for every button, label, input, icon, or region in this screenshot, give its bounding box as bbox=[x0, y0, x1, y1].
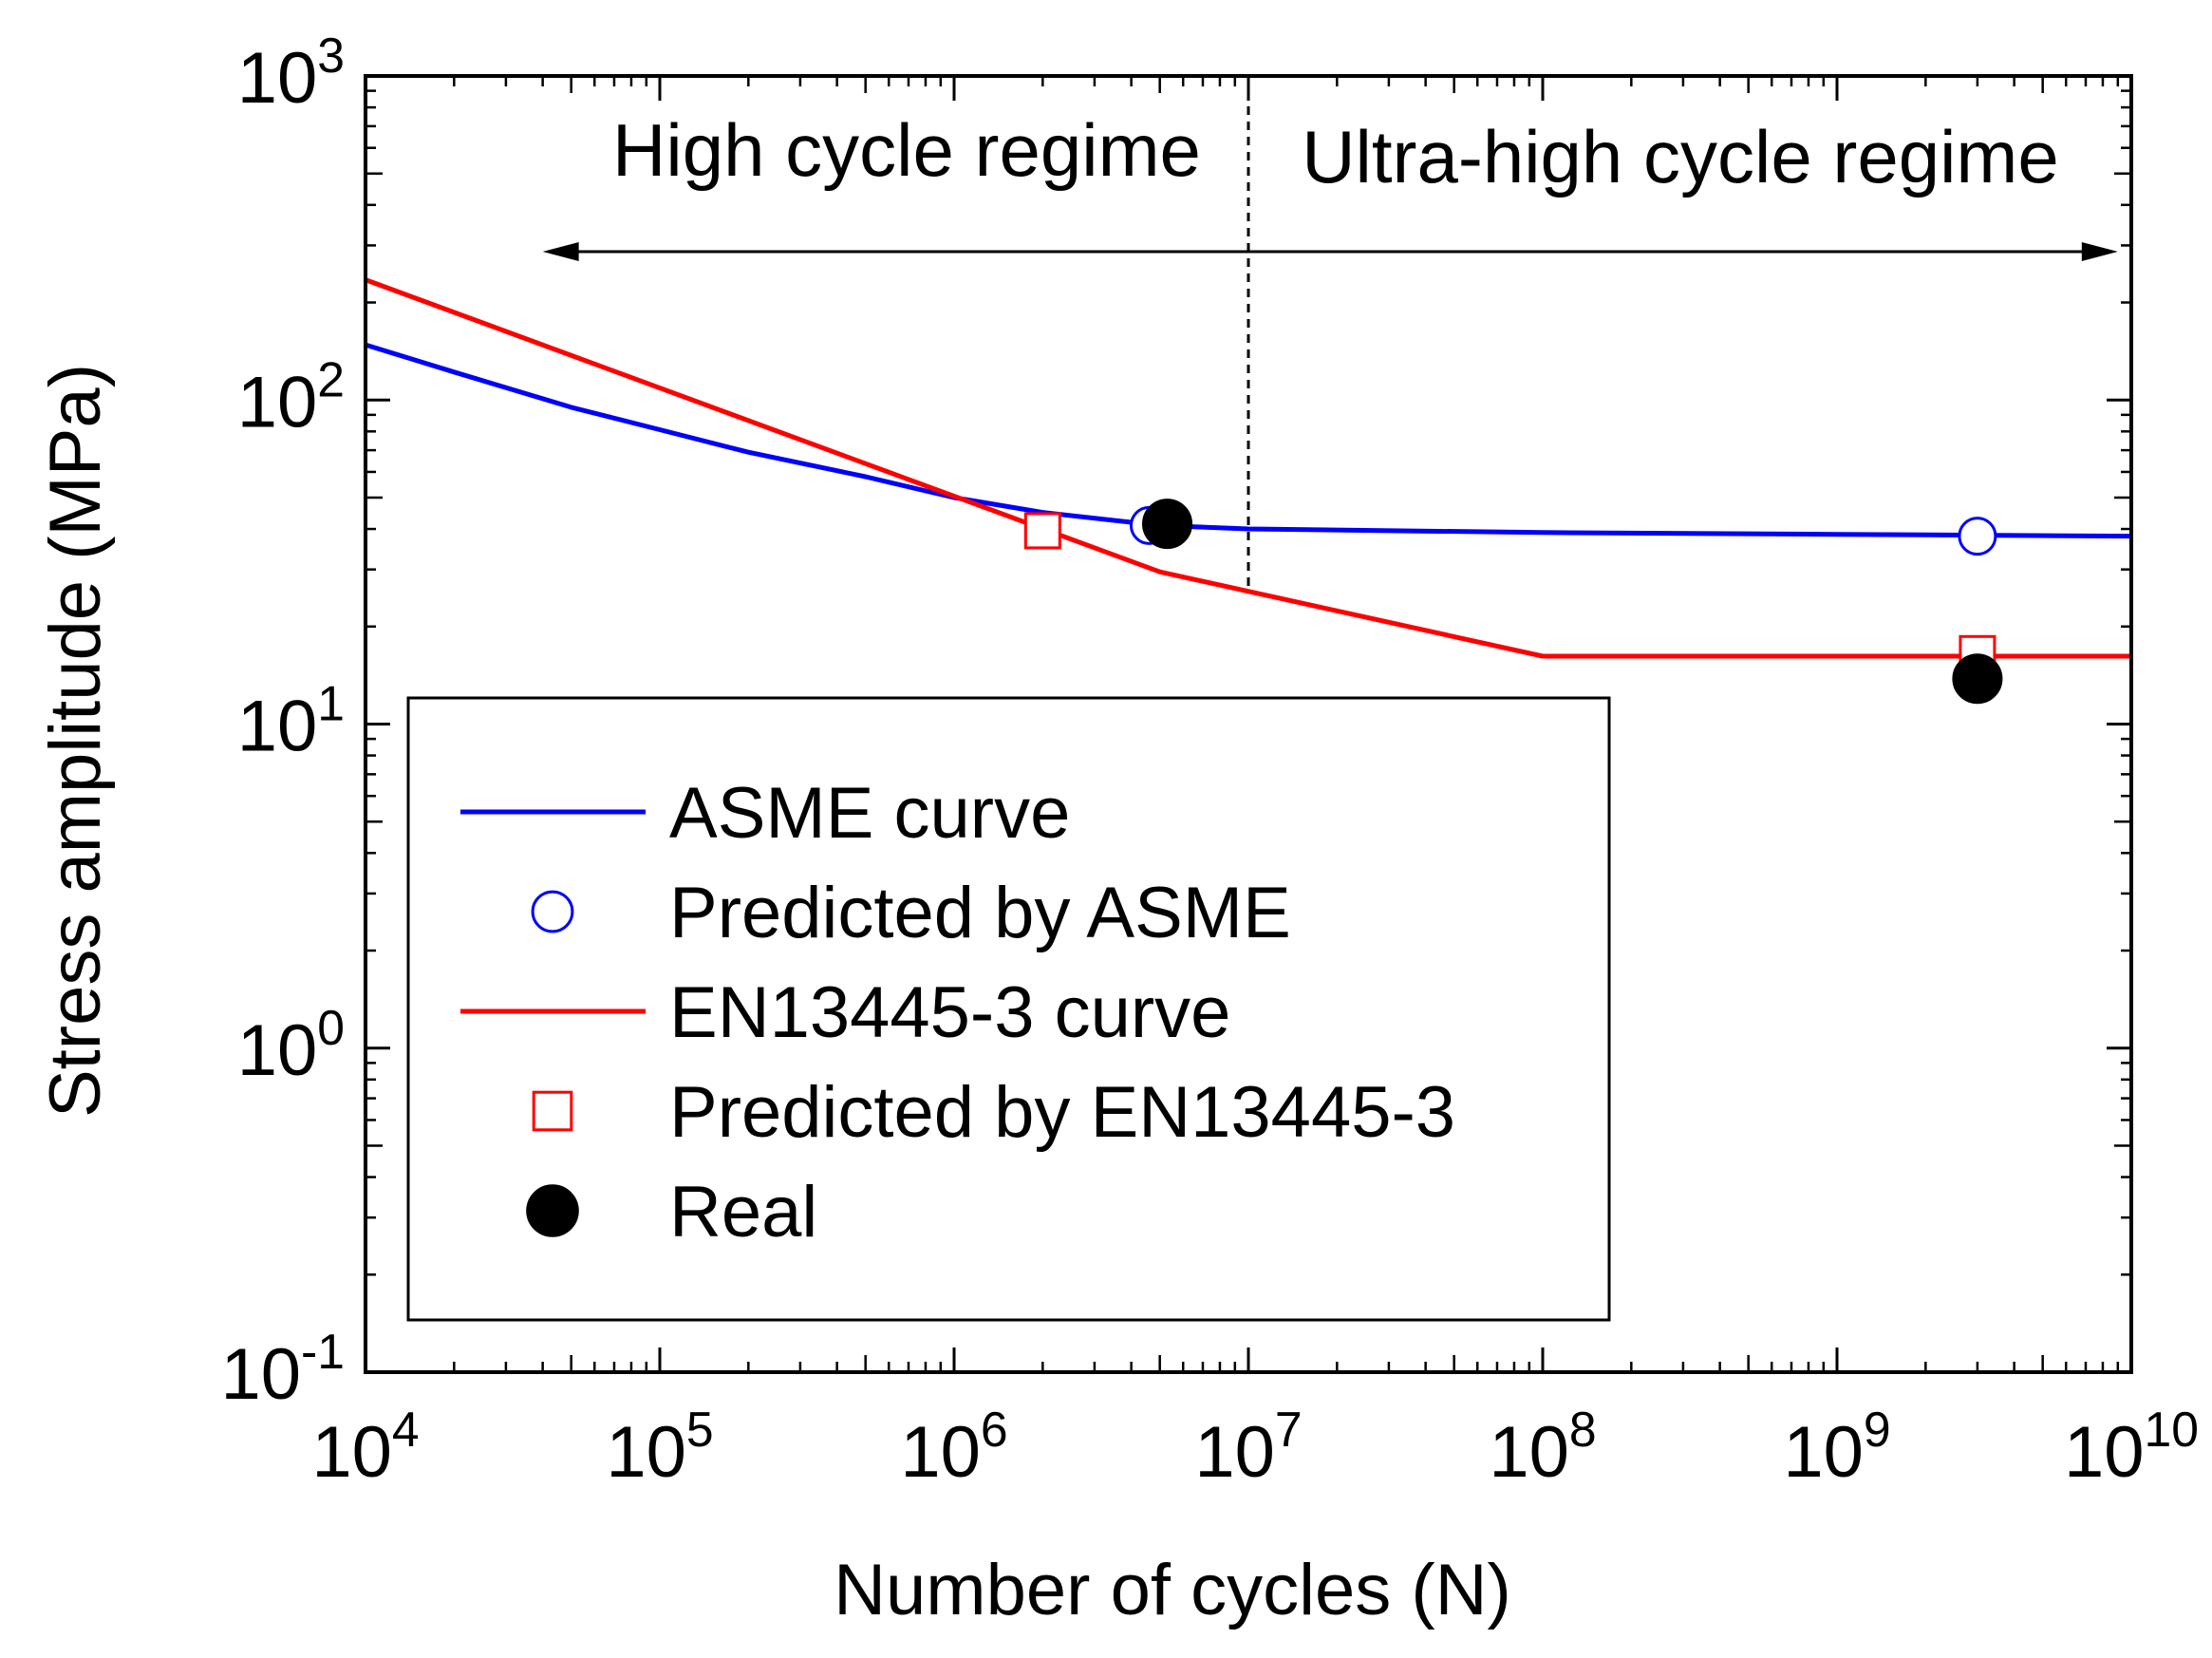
y-tick-label-base: 10 bbox=[237, 1010, 318, 1091]
y-tick-label: 102 bbox=[237, 351, 345, 443]
high-cycle-regime-label: High cycle regime bbox=[612, 108, 1201, 192]
regime-arrow-left-head bbox=[542, 242, 579, 261]
x-tick-label: 105 bbox=[606, 1402, 713, 1493]
x-tick-label-exp: 9 bbox=[1864, 1402, 1891, 1457]
y-tick-label: 100 bbox=[237, 1000, 345, 1091]
y-tick-label: 103 bbox=[237, 28, 345, 119]
y-tick-label-exp: 1 bbox=[317, 676, 345, 731]
en13445-3-curve-line bbox=[365, 277, 2131, 659]
legend-swatch-predicted-by-en13445-3 bbox=[532, 1090, 573, 1132]
regime-arrow-right-head bbox=[2081, 242, 2118, 261]
legend-label-predicted-by-asme: Predicted by ASME bbox=[669, 873, 1291, 953]
y-tick-label: 10-1 bbox=[221, 1324, 346, 1415]
x-tick-label: 109 bbox=[1783, 1402, 1890, 1493]
x-tick-label: 107 bbox=[1194, 1402, 1302, 1493]
y-tick-label-base: 10 bbox=[237, 687, 318, 767]
y-tick-label-exp: -1 bbox=[301, 1324, 345, 1379]
x-tick-label-base: 10 bbox=[2064, 1412, 2145, 1493]
x-tick-label-exp: 7 bbox=[1275, 1402, 1303, 1457]
legend-label-real: Real bbox=[669, 1172, 817, 1253]
y-tick-label-exp: 3 bbox=[317, 28, 345, 83]
x-tick-label-exp: 4 bbox=[392, 1402, 420, 1457]
x-tick-labels: 104 105 106 107 108 109 1010 bbox=[311, 1402, 2199, 1493]
x-tick-label-base: 10 bbox=[1783, 1412, 1864, 1493]
y-tick-label-base: 10 bbox=[237, 38, 318, 119]
regime-annotations: High cycle regime Ultra-high cycle regime bbox=[542, 76, 2118, 593]
x-tick-label-exp: 10 bbox=[2145, 1402, 2199, 1457]
x-tick-label-base: 10 bbox=[900, 1412, 981, 1493]
x-tick-label-exp: 5 bbox=[686, 1402, 714, 1457]
y-tick-label: 101 bbox=[237, 676, 345, 767]
plot-frame bbox=[364, 74, 2133, 1374]
real-point bbox=[1142, 499, 1193, 550]
real-point bbox=[1952, 653, 2003, 705]
legend-label-en13445-3-curve: EN13445-3 curve bbox=[669, 972, 1230, 1053]
series-layer bbox=[365, 277, 2132, 705]
x-tick-label-base: 10 bbox=[606, 1412, 686, 1493]
x-tick-label-base: 10 bbox=[1489, 1412, 1569, 1493]
legend-swatch-real bbox=[526, 1184, 579, 1237]
y-tick-label-base: 10 bbox=[237, 362, 318, 443]
x-tick-label-base: 10 bbox=[1194, 1412, 1275, 1493]
x-tick-label-exp: 8 bbox=[1569, 1402, 1597, 1457]
predicted-by-en13445-3-point bbox=[1023, 512, 1061, 550]
x-tick-label-exp: 6 bbox=[981, 1402, 1008, 1457]
legend-swatch-predicted-by-asme bbox=[531, 890, 574, 933]
legend: ASME curve Predicted by ASME EN13445-3 cur… bbox=[406, 696, 1611, 1322]
x-tick-label: 1010 bbox=[2064, 1402, 2199, 1493]
x-tick-label-base: 10 bbox=[311, 1412, 392, 1493]
y-axis-title: Stress amplitude (MPa) bbox=[35, 364, 116, 1118]
predicted-by-asme-point bbox=[1958, 517, 1997, 556]
legend-label-asme-curve: ASME curve bbox=[669, 773, 1070, 854]
x-tick-label: 106 bbox=[900, 1402, 1007, 1493]
y-tick-label-base: 10 bbox=[221, 1334, 302, 1415]
x-axis-title: Number of cycles (N) bbox=[834, 1550, 1511, 1630]
x-tick-label: 104 bbox=[311, 1402, 419, 1493]
legend-label-predicted-by-en13445-3: Predicted by EN13445-3 bbox=[669, 1072, 1455, 1153]
x-tick-label: 108 bbox=[1489, 1402, 1596, 1493]
ultra-high-cycle-regime-label: Ultra-high cycle regime bbox=[1302, 115, 2059, 198]
y-tick-label-exp: 0 bbox=[317, 1000, 345, 1055]
y-tick-label-exp: 2 bbox=[317, 351, 345, 406]
